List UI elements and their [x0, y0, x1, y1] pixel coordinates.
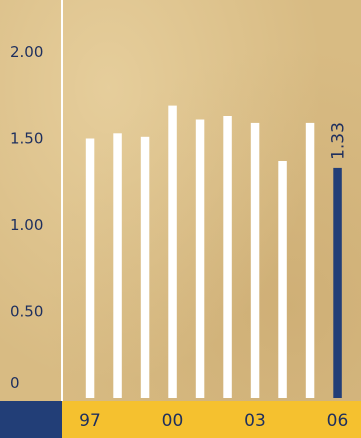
x-tick-label: 03: [244, 411, 266, 431]
y-axis-ticks: 0 0.50 1.00 1.50 2.00: [10, 43, 43, 392]
bar-97: [85, 138, 95, 398]
bar-99: [140, 136, 150, 399]
bars-group: [85, 105, 342, 399]
bar-02: [223, 116, 232, 398]
data-labels: 1.33: [329, 122, 349, 160]
y-tick-label: 0: [10, 374, 20, 392]
x-axis-ticks: 97 00 03 06: [79, 411, 348, 431]
data-label: 1.33: [329, 122, 349, 160]
y-tick-label: 1.00: [10, 216, 43, 234]
bar-06: [333, 167, 342, 398]
bar-03: [250, 122, 260, 399]
x-tick-label: 97: [79, 411, 101, 431]
bar-01: [195, 119, 205, 398]
y-tick-label: 1.50: [10, 130, 43, 148]
x-tick-label: 00: [162, 411, 184, 431]
bar-04: [278, 161, 287, 398]
corner-block: [0, 401, 62, 438]
x-axis-strip: [62, 401, 361, 438]
y-tick-label: 2.00: [10, 43, 43, 61]
y-tick-label: 0.50: [10, 303, 43, 321]
bar-00: [168, 105, 177, 398]
bar-98: [113, 133, 122, 399]
x-tick-label: 06: [327, 411, 349, 431]
bar-05: [305, 122, 315, 399]
